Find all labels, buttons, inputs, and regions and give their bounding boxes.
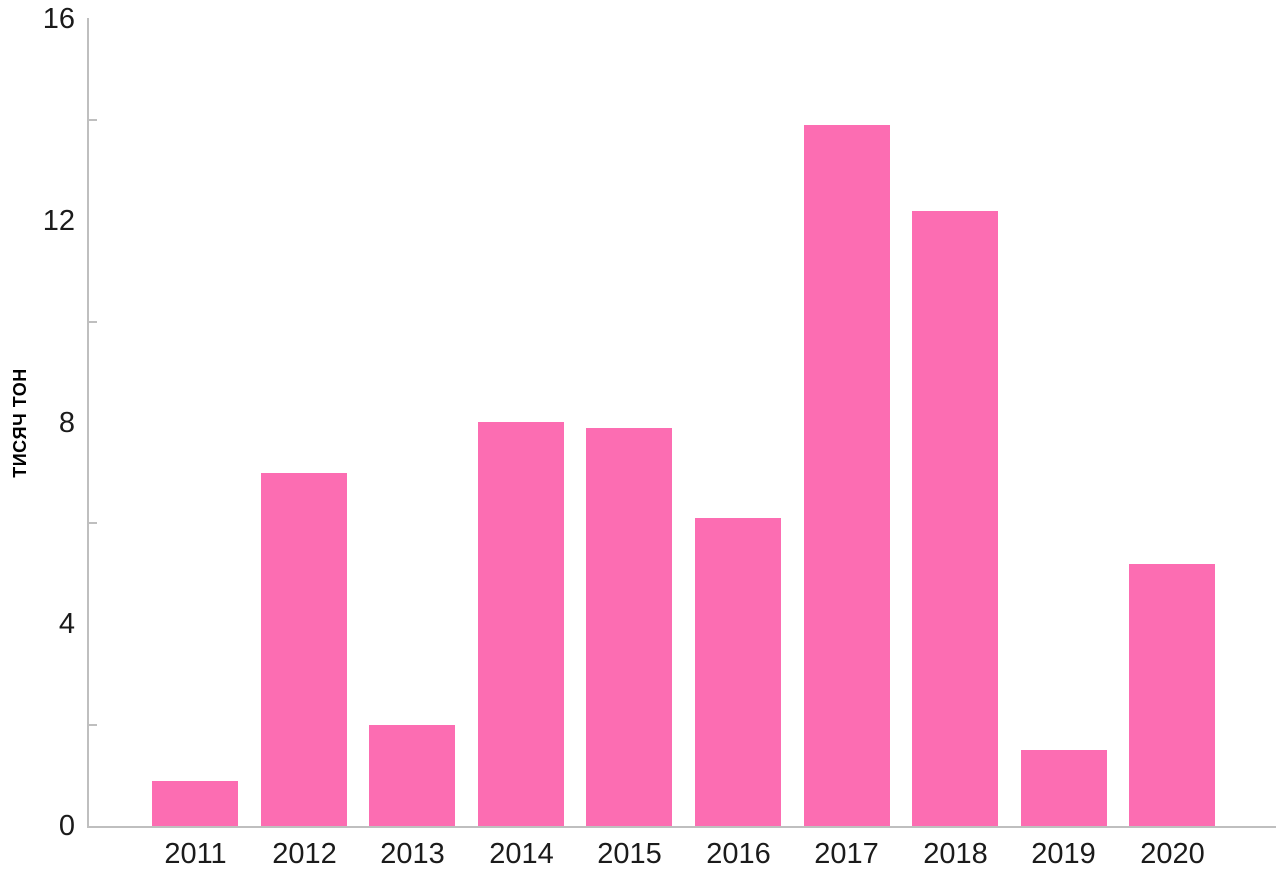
x-tick-label: 2011	[164, 838, 227, 870]
y-minor-tick	[87, 724, 97, 726]
x-tick-label: 2015	[597, 838, 662, 870]
y-minor-tick	[87, 522, 97, 524]
x-tick-label: 2020	[1140, 838, 1205, 870]
y-tick-label: 0	[58, 810, 75, 842]
bar-2020	[1129, 564, 1215, 826]
bar-2018	[912, 211, 998, 826]
y-tick-label: 8	[58, 407, 75, 439]
bar-2013	[369, 725, 455, 826]
bar-2019	[1021, 750, 1107, 826]
bar-2015	[586, 428, 672, 826]
x-tick-label: 2014	[489, 838, 554, 870]
y-minor-tick	[87, 119, 97, 121]
y-tick-label: 12	[42, 205, 75, 237]
x-tick-label: 2013	[380, 838, 445, 870]
x-tick-label: 2017	[814, 838, 879, 870]
x-tick-label: 2018	[923, 838, 988, 870]
bar-2014	[478, 422, 564, 826]
y-tick-label: 4	[58, 608, 75, 640]
bar-2017	[804, 125, 890, 826]
y-minor-tick	[87, 321, 97, 323]
x-axis-line	[87, 826, 1276, 828]
x-tick-label: 2019	[1031, 838, 1096, 870]
bar-2011	[152, 781, 238, 826]
bar-2016	[695, 518, 781, 826]
x-tick-label: 2016	[706, 838, 771, 870]
bar-2012	[261, 473, 347, 826]
x-tick-label: 2012	[272, 838, 337, 870]
y-tick-label: 16	[42, 3, 75, 35]
y-axis-line	[87, 18, 89, 828]
